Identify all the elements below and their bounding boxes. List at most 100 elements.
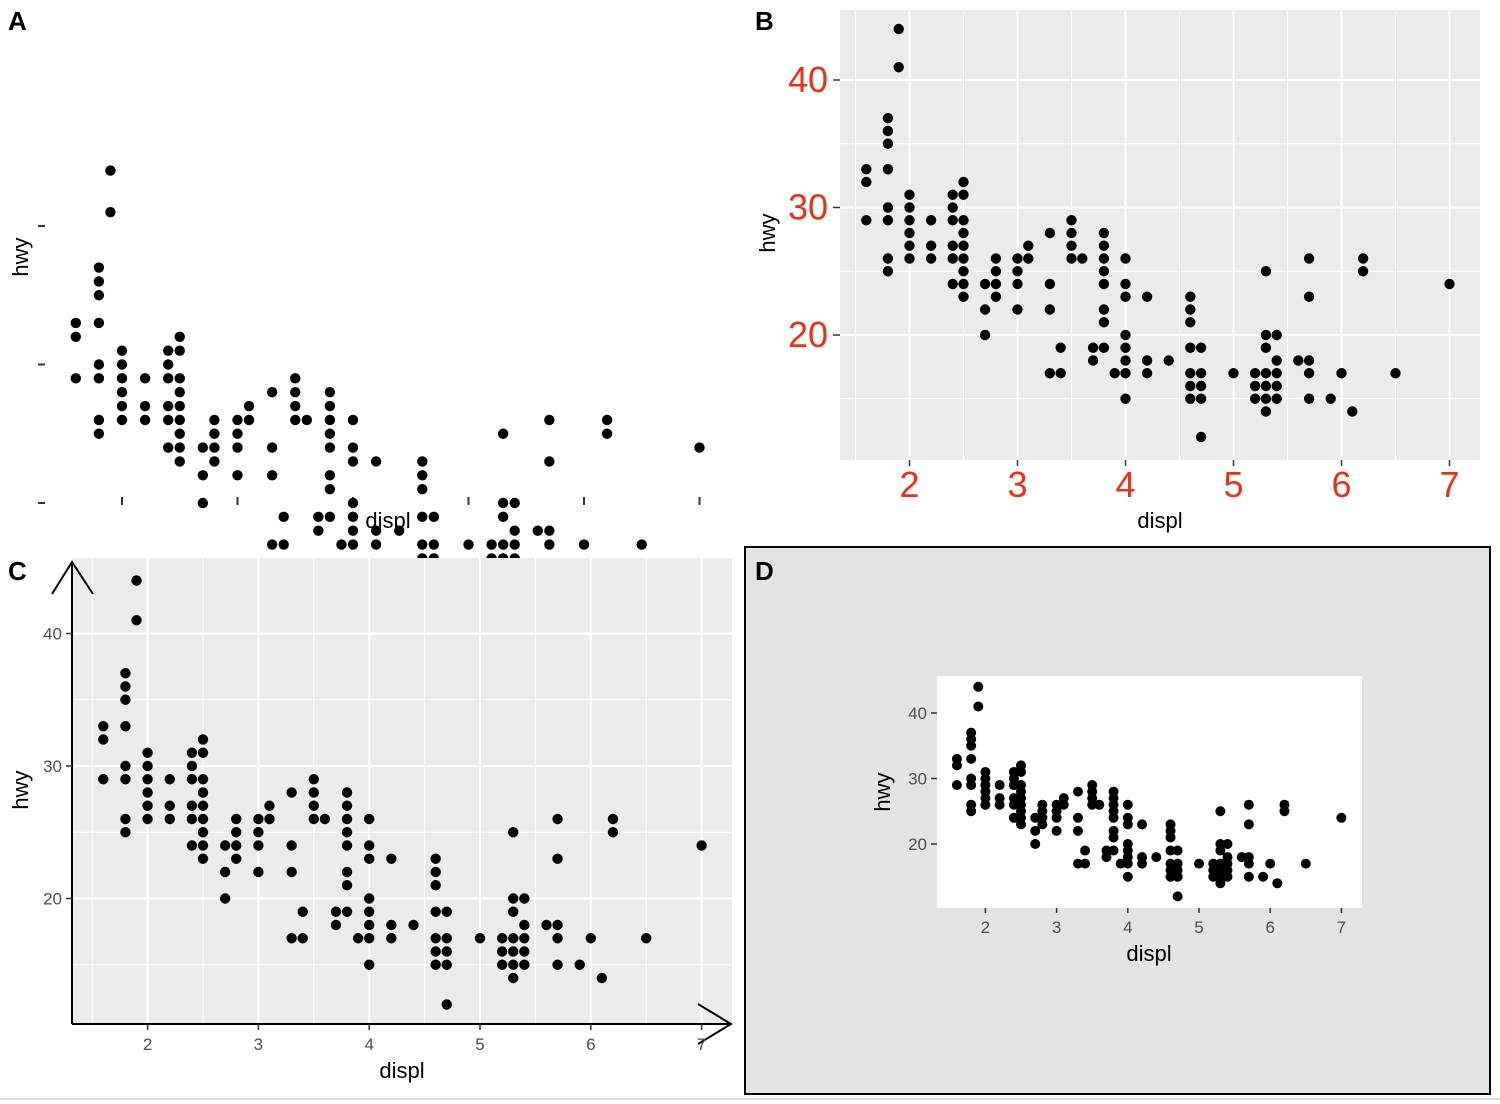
data-point — [966, 727, 977, 738]
data-point — [347, 511, 359, 523]
data-point — [1249, 368, 1261, 379]
data-point — [174, 345, 185, 356]
data-point — [174, 400, 185, 412]
data-point — [1163, 355, 1174, 366]
data-point — [519, 933, 530, 944]
x-axis-title: displ — [379, 1058, 424, 1083]
data-point — [578, 539, 590, 550]
y-axis-title: hwy — [755, 213, 780, 252]
x-tick-label: 7 — [697, 1035, 706, 1054]
data-point — [1098, 278, 1110, 290]
data-point — [1058, 799, 1069, 810]
data-point — [347, 525, 359, 536]
data-point — [364, 919, 375, 931]
data-point — [1195, 393, 1207, 404]
data-point — [966, 753, 977, 764]
data-point — [1236, 852, 1247, 863]
data-point — [1165, 871, 1176, 882]
data-point — [186, 760, 198, 772]
data-point — [209, 414, 220, 426]
data-point — [209, 428, 220, 439]
panel-label: B — [755, 6, 774, 36]
data-point — [508, 946, 519, 957]
data-point — [1122, 871, 1133, 882]
data-point — [286, 866, 297, 878]
data-point — [174, 373, 185, 384]
data-point — [509, 525, 520, 536]
data-point — [98, 721, 109, 732]
data-point — [330, 919, 342, 931]
data-point — [441, 999, 452, 1010]
data-point — [1023, 240, 1034, 251]
data-point — [253, 813, 264, 825]
data-point — [544, 414, 555, 426]
data-point — [116, 345, 128, 356]
data-point — [607, 827, 619, 838]
data-point — [231, 853, 242, 864]
data-point — [341, 787, 353, 798]
data-point — [98, 734, 109, 745]
data-point — [120, 827, 131, 838]
data-point — [509, 539, 520, 550]
panel-c: C 2 3 4 5 6 7 20 30 40 displ hwy — [8, 556, 733, 1083]
data-point — [1141, 355, 1153, 366]
panel-label: D — [755, 556, 774, 586]
data-point — [232, 414, 243, 426]
data-point — [1303, 368, 1315, 379]
panel-label: A — [8, 6, 27, 36]
data-point — [164, 813, 175, 825]
data-point — [1271, 368, 1282, 379]
data-point — [324, 483, 336, 495]
data-point — [1208, 871, 1219, 882]
data-point — [232, 442, 243, 453]
data-point — [1016, 819, 1026, 830]
data-point — [347, 414, 359, 426]
data-point — [417, 483, 428, 495]
data-point — [1228, 368, 1239, 379]
data-point — [1195, 431, 1207, 443]
data-point — [163, 359, 174, 370]
data-point — [1215, 806, 1226, 817]
plot-background — [937, 676, 1362, 908]
data-point — [508, 933, 519, 944]
data-point — [1066, 253, 1077, 264]
y-tick-label: 20 — [908, 835, 927, 854]
data-point — [1194, 858, 1204, 869]
data-point — [1303, 253, 1315, 264]
data-point — [1185, 342, 1196, 353]
data-point — [496, 946, 508, 957]
y-axis-title: hwy — [8, 770, 33, 809]
data-point — [508, 893, 519, 904]
data-point — [1072, 812, 1083, 823]
data-point — [1044, 368, 1056, 379]
data-point — [958, 240, 969, 251]
data-point — [882, 253, 894, 264]
y-tick-label: 30 — [908, 770, 927, 789]
data-point — [347, 539, 359, 550]
data-point — [253, 866, 264, 878]
data-point — [1172, 845, 1183, 856]
data-point — [544, 525, 555, 536]
data-point — [990, 253, 1002, 264]
data-point — [70, 317, 82, 329]
data-point — [1195, 342, 1207, 353]
data-point — [231, 827, 242, 838]
data-point — [197, 840, 209, 851]
data-point — [951, 760, 962, 771]
data-point — [219, 840, 231, 851]
data-point — [958, 291, 969, 302]
data-point — [308, 774, 319, 785]
data-point — [386, 853, 397, 864]
data-point — [947, 189, 958, 200]
data-point — [994, 799, 1005, 810]
data-point — [1336, 368, 1347, 379]
data-point — [1055, 368, 1066, 379]
x-tick-label: 6 — [1331, 464, 1351, 505]
data-point — [925, 253, 937, 264]
plot-background — [840, 10, 1480, 460]
plot-background — [72, 558, 732, 1024]
data-point — [1072, 825, 1083, 836]
data-point — [541, 919, 552, 931]
data-point — [142, 774, 153, 785]
data-point — [1260, 393, 1272, 404]
